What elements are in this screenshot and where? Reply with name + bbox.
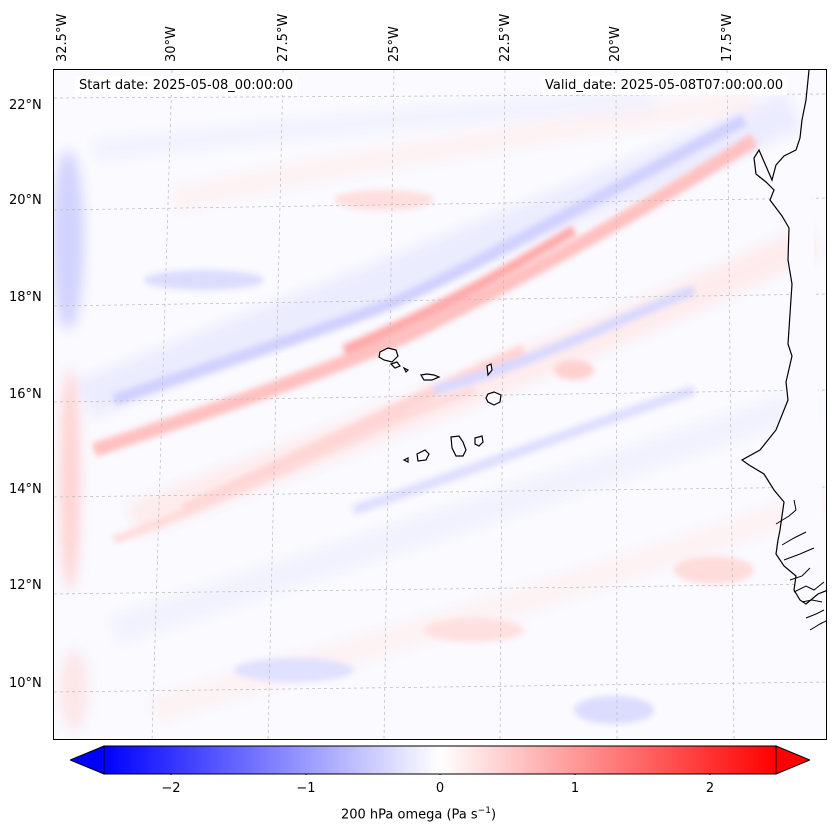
lon-label-32-5w: 32.5°W <box>55 13 70 62</box>
colorbar-title-exponent: −1 <box>477 806 491 816</box>
lat-label-14n: 14°N <box>9 482 42 497</box>
colorbar-tick-label: −2 <box>161 781 181 796</box>
lon-label-17-5w: 17.5°W <box>720 13 735 62</box>
colorbar-tick-label: 0 <box>435 781 445 796</box>
lat-label-12n: 12°N <box>9 578 42 593</box>
valid-date-label: Valid_date: 2025-05-08T07:00:00.00 <box>541 76 788 95</box>
colorbar-title-text: 200 hPa omega (Pa s <box>340 807 478 823</box>
omega-shading <box>54 88 826 730</box>
lat-label-18n: 18°N <box>9 290 42 305</box>
colorbar-ticks <box>170 774 711 775</box>
lon-label-30w: 30°W <box>164 26 179 62</box>
lon-label-25w: 25°W <box>387 26 402 62</box>
colorbar <box>70 745 810 775</box>
cape-verde-islands <box>378 347 502 463</box>
lon-label-22-5w: 22.5°W <box>498 13 513 62</box>
colorbar-body <box>103 745 777 775</box>
lon-label-20w: 20°W <box>608 26 623 62</box>
map-panel[interactable] <box>53 69 827 740</box>
lat-label-20n: 20°N <box>9 193 42 208</box>
lat-label-16n: 16°N <box>9 387 42 402</box>
omega-bands <box>91 114 758 724</box>
colorbar-tick-label: 1 <box>570 781 580 796</box>
colorbar-tick-label: 2 <box>705 781 715 796</box>
colorbar-extend-high <box>775 745 810 775</box>
lat-label-10n: 10°N <box>9 676 42 691</box>
colorbar-title: 200 hPa omega (Pa s−1) <box>0 806 837 822</box>
graticule <box>54 70 826 739</box>
colorbar-extend-low <box>70 745 105 775</box>
colorbar-tick-label: −1 <box>296 781 316 796</box>
lat-label-22n: 22°N <box>9 98 42 113</box>
africa-coastline <box>740 70 826 671</box>
lon-label-27-5w: 27.5°W <box>276 13 291 62</box>
coast-detail <box>775 499 826 631</box>
start-date-label: Start date: 2025-05-08_00:00:00 <box>75 76 298 95</box>
colorbar-title-close: ) <box>490 807 497 823</box>
omega-field <box>54 70 826 739</box>
